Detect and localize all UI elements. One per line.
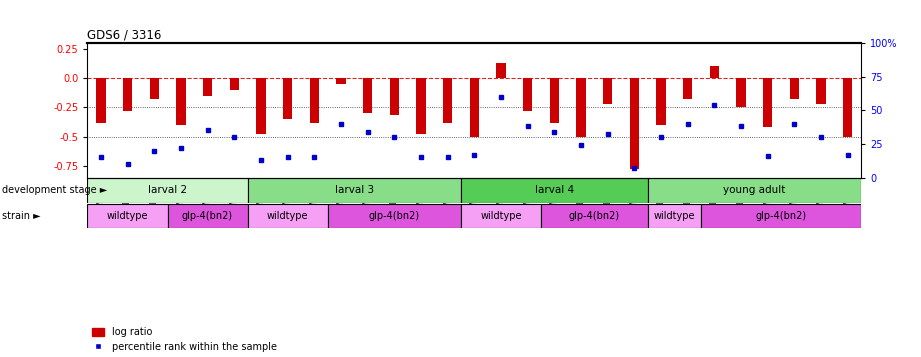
Text: GDS6 / 3316: GDS6 / 3316 [87,29,162,42]
Bar [390,78,399,115]
Bar [203,78,212,96]
Bar [283,78,292,119]
Text: wildtype: wildtype [107,211,148,221]
Bar [122,78,133,111]
Text: wildtype: wildtype [267,211,309,221]
Text: glp-4(bn2): glp-4(bn2) [569,211,620,221]
Text: larval 3: larval 3 [334,185,374,195]
Bar [309,78,319,122]
Bar [229,78,239,90]
Text: glp-4(bn2): glp-4(bn2) [368,211,420,221]
Bar [96,78,106,122]
Bar [737,78,746,107]
Text: development stage ►: development stage ► [2,185,107,195]
Bar [647,178,861,202]
Bar [328,203,461,228]
Bar [603,78,612,104]
Bar [710,66,719,78]
Legend: log ratio, percentile rank within the sample: log ratio, percentile rank within the sa… [92,327,277,352]
Bar [816,78,826,104]
Bar [248,178,461,202]
Bar [657,78,666,125]
Text: larval 2: larval 2 [148,185,187,195]
Bar [336,78,345,84]
Bar [683,78,693,99]
Bar [541,203,647,228]
Bar [790,78,799,99]
Bar [149,78,158,99]
Bar [630,78,639,169]
Bar [168,203,248,228]
Text: young adult: young adult [723,185,786,195]
Bar [550,78,559,122]
Bar [647,203,701,228]
Bar [496,63,506,78]
Bar [461,178,647,202]
Bar [443,78,452,122]
Bar [87,178,248,202]
Bar [176,78,185,125]
Bar [523,78,532,111]
Bar [470,78,479,137]
Bar [87,203,168,228]
Bar [843,78,853,137]
Bar [416,78,426,134]
Text: wildtype: wildtype [654,211,695,221]
Text: glp-4(bn2): glp-4(bn2) [755,211,807,221]
Text: larval 4: larval 4 [535,185,574,195]
Bar [248,203,328,228]
Bar [701,203,861,228]
Bar [363,78,372,113]
Text: strain ►: strain ► [2,211,41,221]
Bar [764,78,773,127]
Bar [256,78,265,134]
Text: wildtype: wildtype [480,211,521,221]
Bar [577,78,586,137]
Text: glp-4(bn2): glp-4(bn2) [182,211,233,221]
Bar [461,203,541,228]
